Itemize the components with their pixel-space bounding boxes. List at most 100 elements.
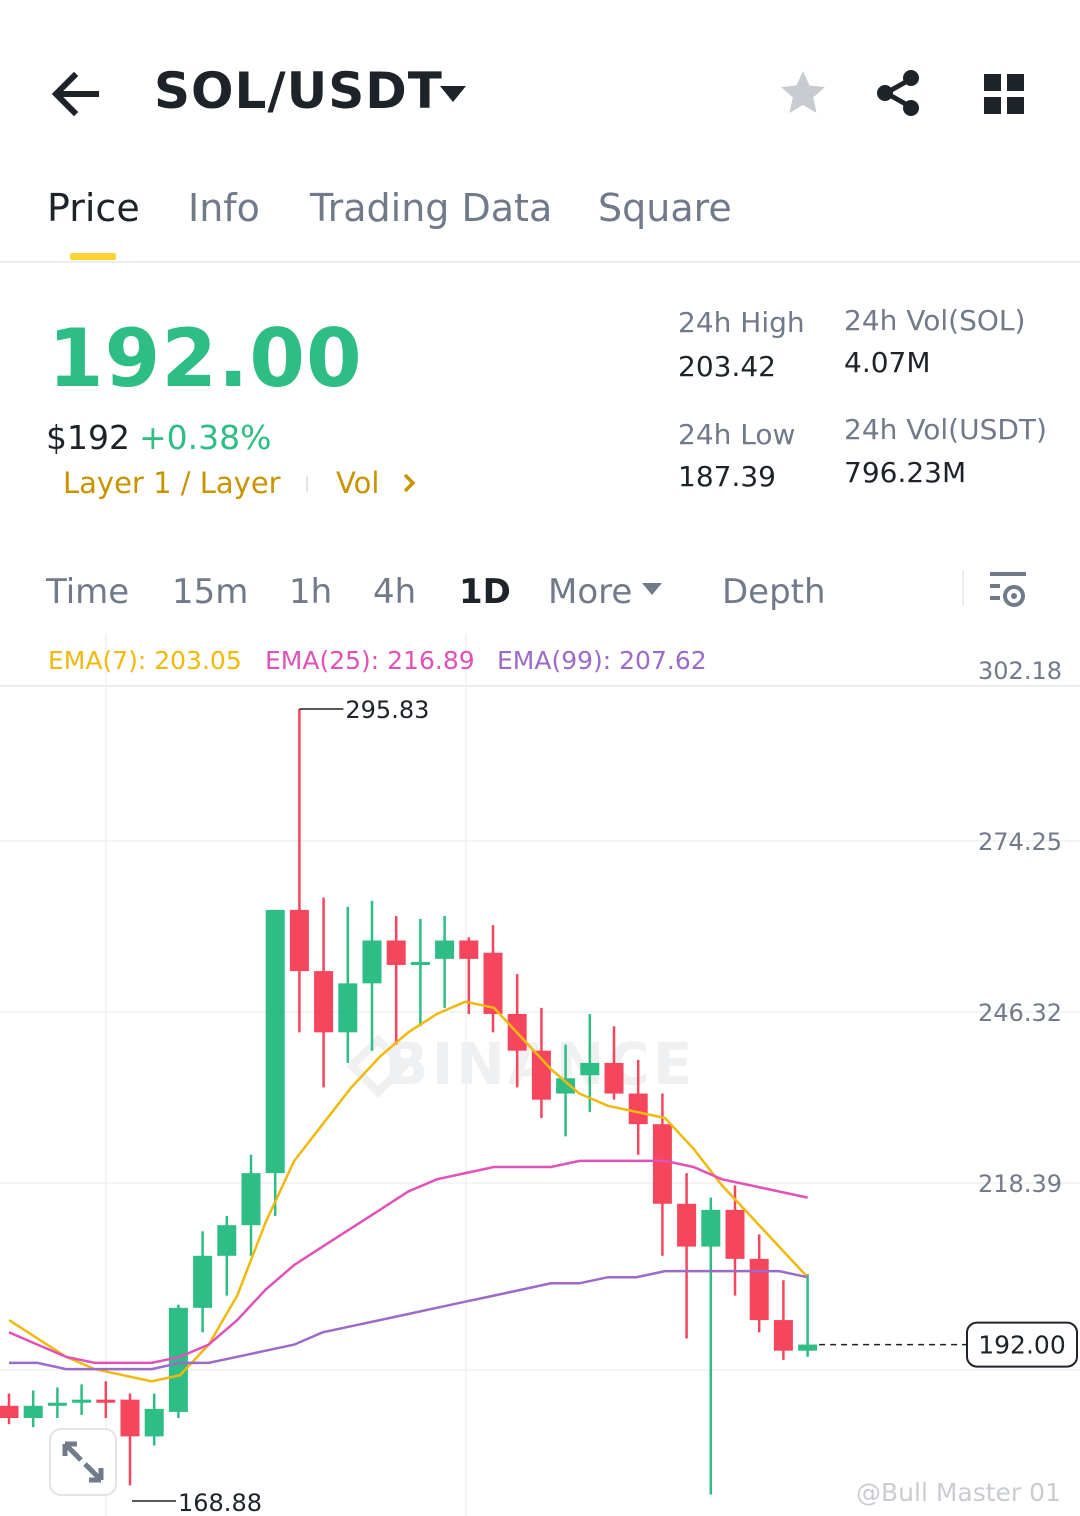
tab-trading-data[interactable]: Trading Data — [310, 186, 553, 230]
active-tab-indicator — [70, 253, 116, 260]
candle — [725, 1185, 745, 1296]
candle-body — [338, 983, 358, 1033]
candle-body — [652, 1124, 672, 1204]
min-price-label: 168.88 — [178, 1489, 262, 1516]
max-price-label: 295.83 — [345, 696, 429, 724]
author-watermark: @Bull Master 01 — [856, 1478, 1061, 1507]
candle-body — [217, 1225, 237, 1256]
candlestick-chart[interactable]: 302.18274.25246.32218.39BINANCE295.83168… — [0, 634, 1080, 1516]
y-tick-label: 274.25 — [978, 828, 1062, 856]
candle — [265, 909, 285, 1216]
candle — [604, 1026, 624, 1100]
ema99-legend: EMA(99): 207.62 — [497, 646, 707, 675]
ema-line-2 — [8, 1159, 808, 1365]
candle-body — [23, 1405, 43, 1419]
chevron-right-icon[interactable] — [400, 472, 418, 494]
interval-more[interactable]: More — [548, 572, 633, 612]
candle — [47, 1387, 67, 1419]
candle-body — [435, 940, 455, 959]
tab-info[interactable]: Info — [188, 186, 260, 230]
ema7-legend: EMA(7): 203.05 — [48, 646, 242, 675]
candle-body — [168, 1307, 188, 1412]
usd-price: $192 — [46, 418, 130, 457]
tag-separator — [306, 476, 308, 492]
candle-body — [628, 1093, 648, 1125]
candle-body — [96, 1399, 116, 1403]
interval-4h[interactable]: 4h — [373, 572, 417, 612]
chart-settings-icon — [990, 572, 1026, 607]
expand-icon — [62, 1441, 104, 1483]
candle — [701, 1197, 721, 1495]
candle-body — [47, 1402, 67, 1406]
candle — [144, 1393, 164, 1446]
candle — [23, 1390, 43, 1428]
more-caret-icon[interactable] — [640, 580, 664, 598]
share-icon — [877, 70, 919, 116]
tab-price[interactable]: Price — [47, 186, 140, 230]
candle-body — [677, 1203, 697, 1247]
candle — [386, 916, 406, 1045]
candle — [217, 1216, 237, 1296]
favorite-button[interactable] — [778, 68, 828, 118]
last-price-label: 192.00 — [978, 1331, 1065, 1360]
candle-body — [144, 1408, 164, 1437]
vol-quote-value: 796.23M — [844, 456, 967, 489]
binance-logo — [346, 1034, 410, 1098]
candle-body — [556, 1078, 576, 1094]
candle — [435, 916, 455, 1008]
fullscreen-button[interactable] — [49, 1428, 117, 1496]
candle-body — [241, 1173, 261, 1226]
pair-title[interactable]: SOL/USDT — [154, 62, 443, 120]
candle-body — [410, 961, 430, 965]
candle-body — [362, 940, 382, 984]
tab-square[interactable]: Square — [598, 186, 732, 230]
ema-line-1 — [8, 1000, 809, 1383]
candle-body — [314, 971, 334, 1033]
candle — [0, 1393, 19, 1425]
candle — [193, 1231, 213, 1333]
candle-body — [386, 940, 406, 965]
candle-body — [193, 1255, 213, 1308]
candle — [289, 709, 309, 1033]
y-tick-label: 302.18 — [978, 657, 1062, 685]
category-tag[interactable]: Layer 1 / Layer — [63, 466, 281, 500]
candle — [362, 900, 382, 1051]
depth-tab[interactable]: Depth — [722, 572, 826, 612]
layout-button[interactable] — [980, 70, 1028, 118]
candle-body — [604, 1062, 624, 1094]
candle-body — [0, 1405, 19, 1419]
candle — [72, 1384, 92, 1415]
candle-body — [580, 1062, 600, 1076]
pair-selector-caret[interactable] — [438, 82, 468, 106]
interval-1h[interactable]: 1h — [289, 572, 333, 612]
vol-base-label: 24h Vol(SOL) — [844, 304, 1026, 337]
candle — [677, 1173, 697, 1339]
candle — [410, 919, 430, 1027]
back-arrow-icon — [51, 71, 99, 117]
vol-base-value: 4.07M — [844, 346, 931, 379]
back-button[interactable] — [48, 66, 104, 122]
candle — [556, 1044, 576, 1137]
candle-body — [773, 1320, 793, 1351]
share-button[interactable] — [874, 68, 924, 118]
candle-body — [459, 940, 479, 959]
star-icon — [781, 71, 825, 113]
ema-line-3 — [9, 1269, 808, 1371]
candle-body — [120, 1399, 140, 1437]
tabs-divider — [0, 261, 1080, 263]
grid-icon — [984, 74, 1024, 114]
candle — [749, 1234, 769, 1333]
candle — [338, 906, 358, 1063]
interval-1d[interactable]: 1D — [459, 572, 511, 612]
chart-settings-button[interactable] — [986, 568, 1030, 612]
candle — [483, 925, 503, 1033]
interval-time[interactable]: Time — [46, 572, 130, 612]
candle-body — [798, 1344, 818, 1351]
interval-15m[interactable]: 15m — [172, 572, 249, 612]
ema25-legend: EMA(25): 216.89 — [265, 646, 475, 675]
candle-body — [483, 952, 503, 1014]
candle — [120, 1393, 140, 1486]
vol-tag[interactable]: Vol — [336, 466, 380, 500]
high-label: 24h High — [678, 306, 805, 339]
candle-body — [749, 1258, 769, 1321]
